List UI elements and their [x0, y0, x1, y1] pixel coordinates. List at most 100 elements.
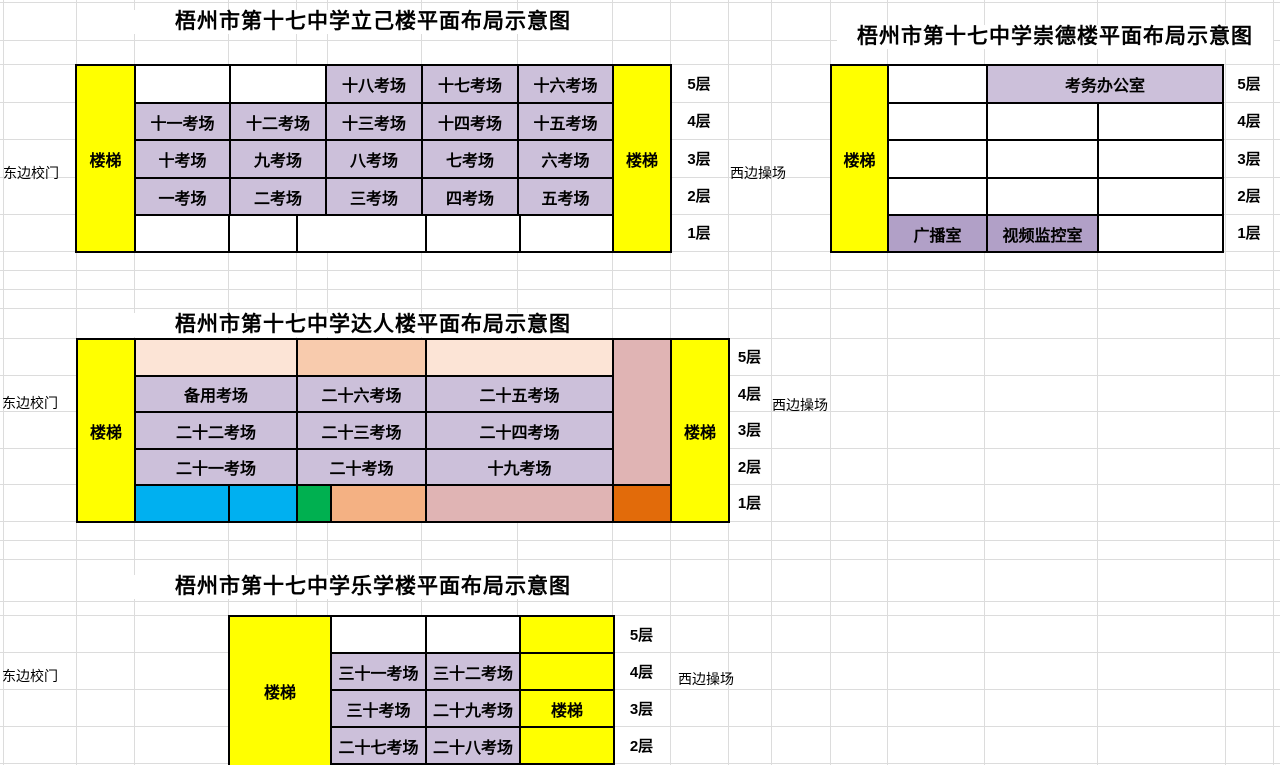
daren-floor-label-4[interactable]: 4层	[737, 385, 762, 403]
exam-room-11[interactable]: 十一考场	[134, 102, 231, 141]
exam-room-2[interactable]: 二考场	[229, 177, 327, 216]
exam-room-24[interactable]: 二十四考场	[425, 411, 614, 450]
lexue-floor-label-3[interactable]: 3层	[629, 701, 654, 718]
daren-floor-label-5[interactable]: 5层	[737, 349, 762, 366]
east-gate-label-daren[interactable]: 东边校门	[2, 395, 58, 411]
exam-room-25[interactable]: 二十五考场	[425, 375, 614, 413]
daren-f1-blue-cell[interactable]	[228, 484, 298, 523]
west-playground-label-liji[interactable]: 西边操场	[730, 165, 786, 181]
chongde-f4-empty-cell[interactable]	[986, 102, 1099, 141]
exam-room-29[interactable]: 二十九考场	[425, 689, 521, 728]
exam-room-30[interactable]: 三十考场	[330, 689, 427, 728]
lexue-stairs-right[interactable]: 楼梯	[519, 689, 615, 728]
chongde-f2-empty-cell[interactable]	[986, 177, 1099, 216]
exam-room-27[interactable]: 二十七考场	[330, 726, 427, 765]
exam-room-31[interactable]: 三十一考场	[330, 652, 427, 691]
daren-stairs-right[interactable]: 楼梯	[670, 338, 730, 523]
west-playground-label-lexue[interactable]: 西边操场	[678, 671, 734, 687]
exam-room-26[interactable]: 二十六考场	[296, 375, 427, 413]
exam-room-16[interactable]: 十六考场	[517, 64, 614, 104]
exam-room-14[interactable]: 十四考场	[421, 102, 519, 141]
east-gate-label-lexue[interactable]: 东边校门	[2, 668, 58, 684]
exam-room-12[interactable]: 十二考场	[229, 102, 327, 141]
daren-stairs-left[interactable]: 楼梯	[76, 338, 136, 523]
exam-room-15[interactable]: 十五考场	[517, 102, 614, 141]
liji-f5-empty-cell[interactable]	[229, 64, 327, 104]
title-chongde-building[interactable]: 梧州市第十七中学崇德楼平面布局示意图	[837, 25, 1273, 49]
chongde-stairs[interactable]: 楼梯	[830, 64, 889, 253]
daren-f1-rose-cell[interactable]	[425, 484, 614, 523]
title-lexue-building[interactable]: 梧州市第十七中学乐学楼平面布局示意图	[134, 575, 612, 599]
chongde-floor-label-4[interactable]: 4层	[1237, 113, 1261, 130]
exam-room-17[interactable]: 十七考场	[421, 64, 519, 104]
exam-room-6[interactable]: 六考场	[517, 139, 614, 179]
exam-room-13[interactable]: 十三考场	[325, 102, 423, 141]
daren-f5-cell[interactable]	[296, 338, 427, 377]
lexue-stairs-left[interactable]: 楼梯	[228, 615, 332, 765]
chongde-f3-empty-cell[interactable]	[986, 139, 1099, 179]
chongde-floor-label-1[interactable]: 1层	[1237, 225, 1261, 242]
liji-floor-label-5[interactable]: 5层	[687, 75, 711, 93]
exam-room-7[interactable]: 七考场	[421, 139, 519, 179]
lexue-f1-stair-cell[interactable]	[519, 763, 615, 765]
exam-room-8[interactable]: 八考场	[325, 139, 423, 179]
exam-room-19[interactable]: 十九考场	[425, 448, 614, 486]
exam-room-22[interactable]: 二十二考场	[134, 411, 298, 450]
lexue-f5-stair-cell[interactable]	[519, 615, 615, 654]
liji-f5-empty-cell[interactable]	[134, 64, 231, 104]
exam-room-backup[interactable]: 备用考场	[134, 375, 298, 413]
chongde-floor-label-2[interactable]: 2层	[1237, 188, 1261, 205]
daren-f1-apricot-cell[interactable]	[330, 484, 427, 523]
chongde-f3-empty-cell[interactable]	[1097, 139, 1224, 179]
liji-stairs-left[interactable]: 楼梯	[75, 64, 136, 253]
daren-f1-green-cell[interactable]	[296, 484, 332, 523]
daren-floor-label-1[interactable]: 1层	[737, 495, 762, 512]
exam-room-21[interactable]: 二十一考场	[134, 448, 298, 486]
exam-room-32[interactable]: 三十二考场	[425, 652, 521, 691]
daren-f5-cell[interactable]	[134, 338, 298, 377]
liji-stairs-right[interactable]: 楼梯	[612, 64, 672, 253]
daren-floor-label-3[interactable]: 3层	[737, 422, 762, 439]
liji-floor-label-3[interactable]: 3层	[687, 150, 711, 168]
liji-f1-empty-cell[interactable]	[228, 214, 298, 253]
lexue-floor-label-2[interactable]: 2层	[629, 738, 654, 755]
daren-f1-blue-cell[interactable]	[134, 484, 230, 523]
exam-room-5[interactable]: 五考场	[517, 177, 614, 216]
lexue-f4-stair-cell[interactable]	[519, 652, 615, 691]
lexue-f2-stair-cell[interactable]	[519, 726, 615, 765]
chongde-f5-empty-cell[interactable]	[887, 64, 988, 104]
chongde-f3-empty-cell[interactable]	[887, 139, 988, 179]
exam-office-room[interactable]: 考务办公室	[986, 64, 1224, 104]
liji-floor-label-4[interactable]: 4层	[687, 113, 711, 130]
lexue-f5-empty-cell[interactable]	[330, 615, 427, 654]
chongde-f1-empty-cell[interactable]	[1097, 214, 1224, 253]
exam-room-28[interactable]: 二十八考场	[425, 726, 521, 765]
title-daren-building[interactable]: 梧州市第十七中学达人楼平面布局示意图	[134, 313, 612, 337]
liji-floor-label-1[interactable]: 1层	[687, 225, 711, 242]
liji-floor-label-2[interactable]: 2层	[687, 188, 711, 205]
video-monitoring-room[interactable]: 视频监控室	[986, 214, 1099, 253]
daren-f1-orange-cell[interactable]	[612, 484, 672, 523]
lexue-floor-label-5[interactable]: 5层	[629, 626, 654, 644]
exam-room-20[interactable]: 二十考场	[296, 448, 427, 486]
liji-f1-empty-cell[interactable]	[134, 214, 230, 253]
liji-f1-empty-cell[interactable]	[519, 214, 614, 253]
exam-room-9[interactable]: 九考场	[229, 139, 327, 179]
daren-rose-column[interactable]	[612, 338, 672, 486]
broadcast-room[interactable]: 广播室	[887, 214, 988, 253]
east-gate-label-liji[interactable]: 东边校门	[3, 165, 59, 181]
exam-room-23[interactable]: 二十三考场	[296, 411, 427, 450]
title-liji-building[interactable]: 梧州市第十七中学立己楼平面布局示意图	[134, 10, 612, 34]
exam-room-3[interactable]: 三考场	[325, 177, 423, 216]
chongde-f2-empty-cell[interactable]	[887, 177, 988, 216]
exam-room-1[interactable]: 一考场	[134, 177, 231, 216]
lexue-f5-empty-cell[interactable]	[425, 615, 521, 654]
chongde-floor-label-5[interactable]: 5层	[1237, 75, 1261, 93]
west-playground-label-daren[interactable]: 西边操场	[772, 397, 828, 413]
chongde-f4-empty-cell[interactable]	[887, 102, 988, 141]
exam-room-18[interactable]: 十八考场	[325, 64, 423, 104]
chongde-f4-empty-cell[interactable]	[1097, 102, 1224, 141]
daren-floor-label-2[interactable]: 2层	[737, 458, 762, 476]
liji-f1-empty-cell[interactable]	[296, 214, 427, 253]
daren-f5-cell[interactable]	[425, 338, 614, 377]
